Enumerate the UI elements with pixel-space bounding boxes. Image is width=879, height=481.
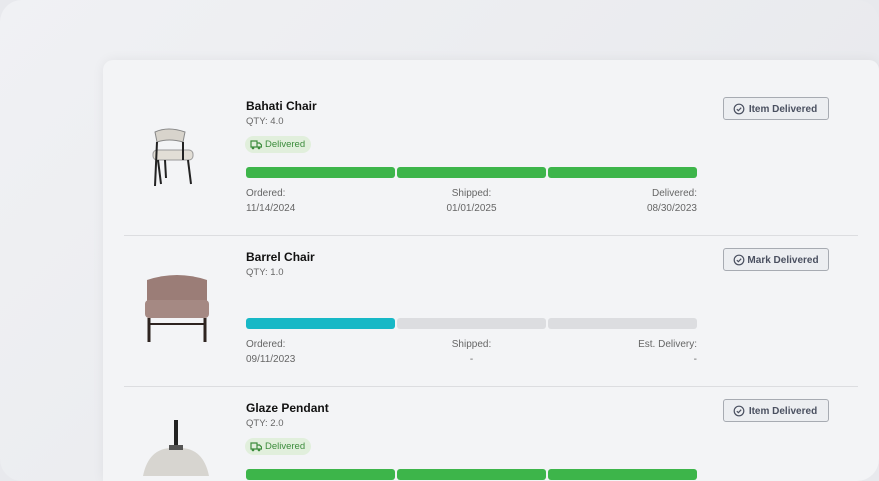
row-divider bbox=[124, 386, 858, 387]
step-date: 11/14/2024 bbox=[246, 203, 296, 214]
item-name: Glaze Pendant bbox=[246, 401, 329, 415]
step-label: Shipped: bbox=[451, 188, 492, 199]
check-icon bbox=[733, 405, 745, 417]
step-date: - bbox=[693, 354, 697, 365]
chair-image bbox=[145, 275, 209, 342]
item-qty: QTY: 1.0 bbox=[246, 267, 284, 278]
step-date: 08/30/2023 bbox=[646, 203, 697, 214]
orders-card: Bahati Chair QTY: 4.0 Delivered Item Delive… bbox=[103, 60, 879, 481]
progress-segment bbox=[246, 167, 395, 178]
row-divider bbox=[124, 235, 858, 236]
step-label: Ordered: bbox=[246, 188, 286, 199]
item-name: Barrel Chair bbox=[246, 250, 315, 264]
progress-segment bbox=[246, 469, 395, 480]
action-button[interactable]: Item Delivered bbox=[723, 97, 829, 120]
item-name: Bahati Chair bbox=[246, 99, 317, 113]
progress-segment bbox=[397, 469, 546, 480]
action-button[interactable]: Item Delivered bbox=[723, 399, 829, 422]
check-icon bbox=[733, 103, 745, 115]
item-qty: QTY: 4.0 bbox=[246, 116, 284, 127]
status-badge: Delivered bbox=[245, 136, 312, 153]
action-button[interactable]: Mark Delivered bbox=[723, 248, 829, 271]
step-label: Delivered: bbox=[651, 188, 697, 199]
progress-segment bbox=[548, 167, 697, 178]
truck-icon bbox=[250, 442, 262, 452]
progress-segment bbox=[397, 318, 546, 329]
progress-segment bbox=[548, 469, 697, 480]
progress-segment bbox=[246, 318, 395, 329]
step-label: Shipped: bbox=[451, 339, 492, 350]
lamp-image bbox=[143, 420, 209, 476]
progress-segment bbox=[397, 167, 546, 178]
progress-segment bbox=[548, 318, 697, 329]
status-badge: Delivered bbox=[245, 438, 312, 455]
step-label: Est. Delivery: bbox=[638, 339, 697, 350]
chair-image bbox=[152, 128, 194, 187]
step-date: 01/01/2025 bbox=[446, 203, 497, 214]
step-date: - bbox=[469, 354, 474, 365]
item-qty: QTY: 2.0 bbox=[246, 418, 284, 429]
truck-icon bbox=[250, 140, 262, 150]
step-label: Ordered: bbox=[246, 339, 286, 350]
step-date: 09/11/2023 bbox=[246, 354, 296, 365]
check-icon bbox=[733, 254, 745, 266]
